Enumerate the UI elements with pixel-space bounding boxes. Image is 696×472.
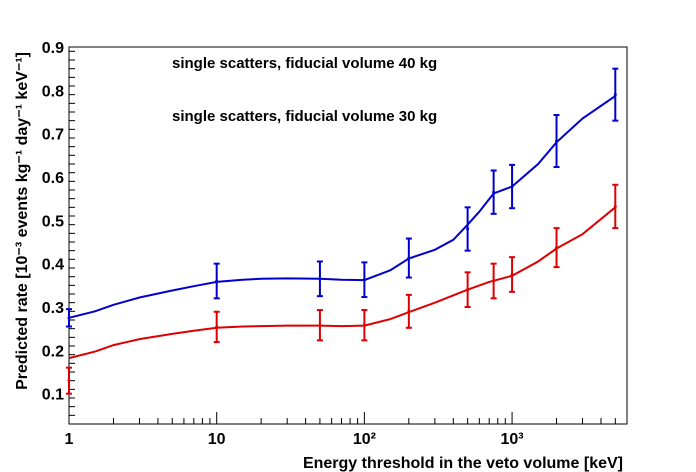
y-tick-label: 0.8	[42, 83, 64, 100]
data-point	[407, 309, 411, 313]
data-point	[555, 139, 559, 143]
data-point	[215, 325, 219, 329]
x-tick-label: 10³	[501, 431, 524, 448]
data-point	[466, 227, 470, 231]
data-point	[510, 273, 514, 276]
data-point	[510, 185, 514, 189]
data-point	[492, 279, 496, 283]
y-axis-title: Predicted rate [10⁻³ events kg⁻¹ day⁻¹ k…	[14, 52, 31, 390]
legend-entry-40kg: single scatters, fiducial volume 40 kg	[172, 55, 437, 72]
data-point	[492, 190, 496, 194]
data-point	[362, 323, 366, 327]
plot-frame	[68, 46, 628, 425]
data-point	[362, 278, 366, 282]
data-point	[466, 288, 470, 292]
x-tick-label: 1	[65, 431, 74, 448]
y-tick-label: 0.5	[42, 213, 64, 230]
data-point	[318, 277, 322, 281]
y-axis-tick-labels: 0.1 0.2 0.3 0.4 0.5 0.6 0.7 0.8 0.9	[42, 40, 64, 404]
data-point	[613, 204, 617, 208]
series-layer	[66, 67, 619, 395]
series-line-1	[68, 206, 616, 360]
y-tick-label: 0.7	[42, 127, 64, 144]
data-point	[407, 256, 411, 260]
y-tick-label: 0.3	[42, 300, 64, 317]
series-line-0	[68, 95, 616, 319]
data-point	[67, 316, 71, 320]
data-point	[613, 93, 617, 97]
y-axis-ticks	[69, 50, 75, 425]
x-tick-label: 10²	[353, 431, 376, 448]
legend-entry-30kg: single scatters, fiducial volume 30 kg	[172, 108, 437, 125]
x-axis-ticks	[68, 412, 628, 424]
y-tick-label: 0.1	[42, 387, 64, 404]
x-tick-label: 10	[208, 431, 226, 448]
data-point	[215, 279, 219, 283]
y-tick-label: 0.2	[42, 343, 64, 360]
data-point	[555, 246, 559, 250]
data-point	[67, 379, 71, 383]
data-point	[318, 323, 322, 327]
y-tick-label: 0.9	[42, 40, 64, 57]
y-tick-label: 0.4	[42, 257, 64, 274]
x-axis-tick-labels: 1 10 10² 10³	[65, 431, 524, 448]
x-axis-title: Energy threshold in the veto volume [keV…	[303, 455, 623, 472]
y-tick-label: 0.6	[42, 170, 64, 187]
